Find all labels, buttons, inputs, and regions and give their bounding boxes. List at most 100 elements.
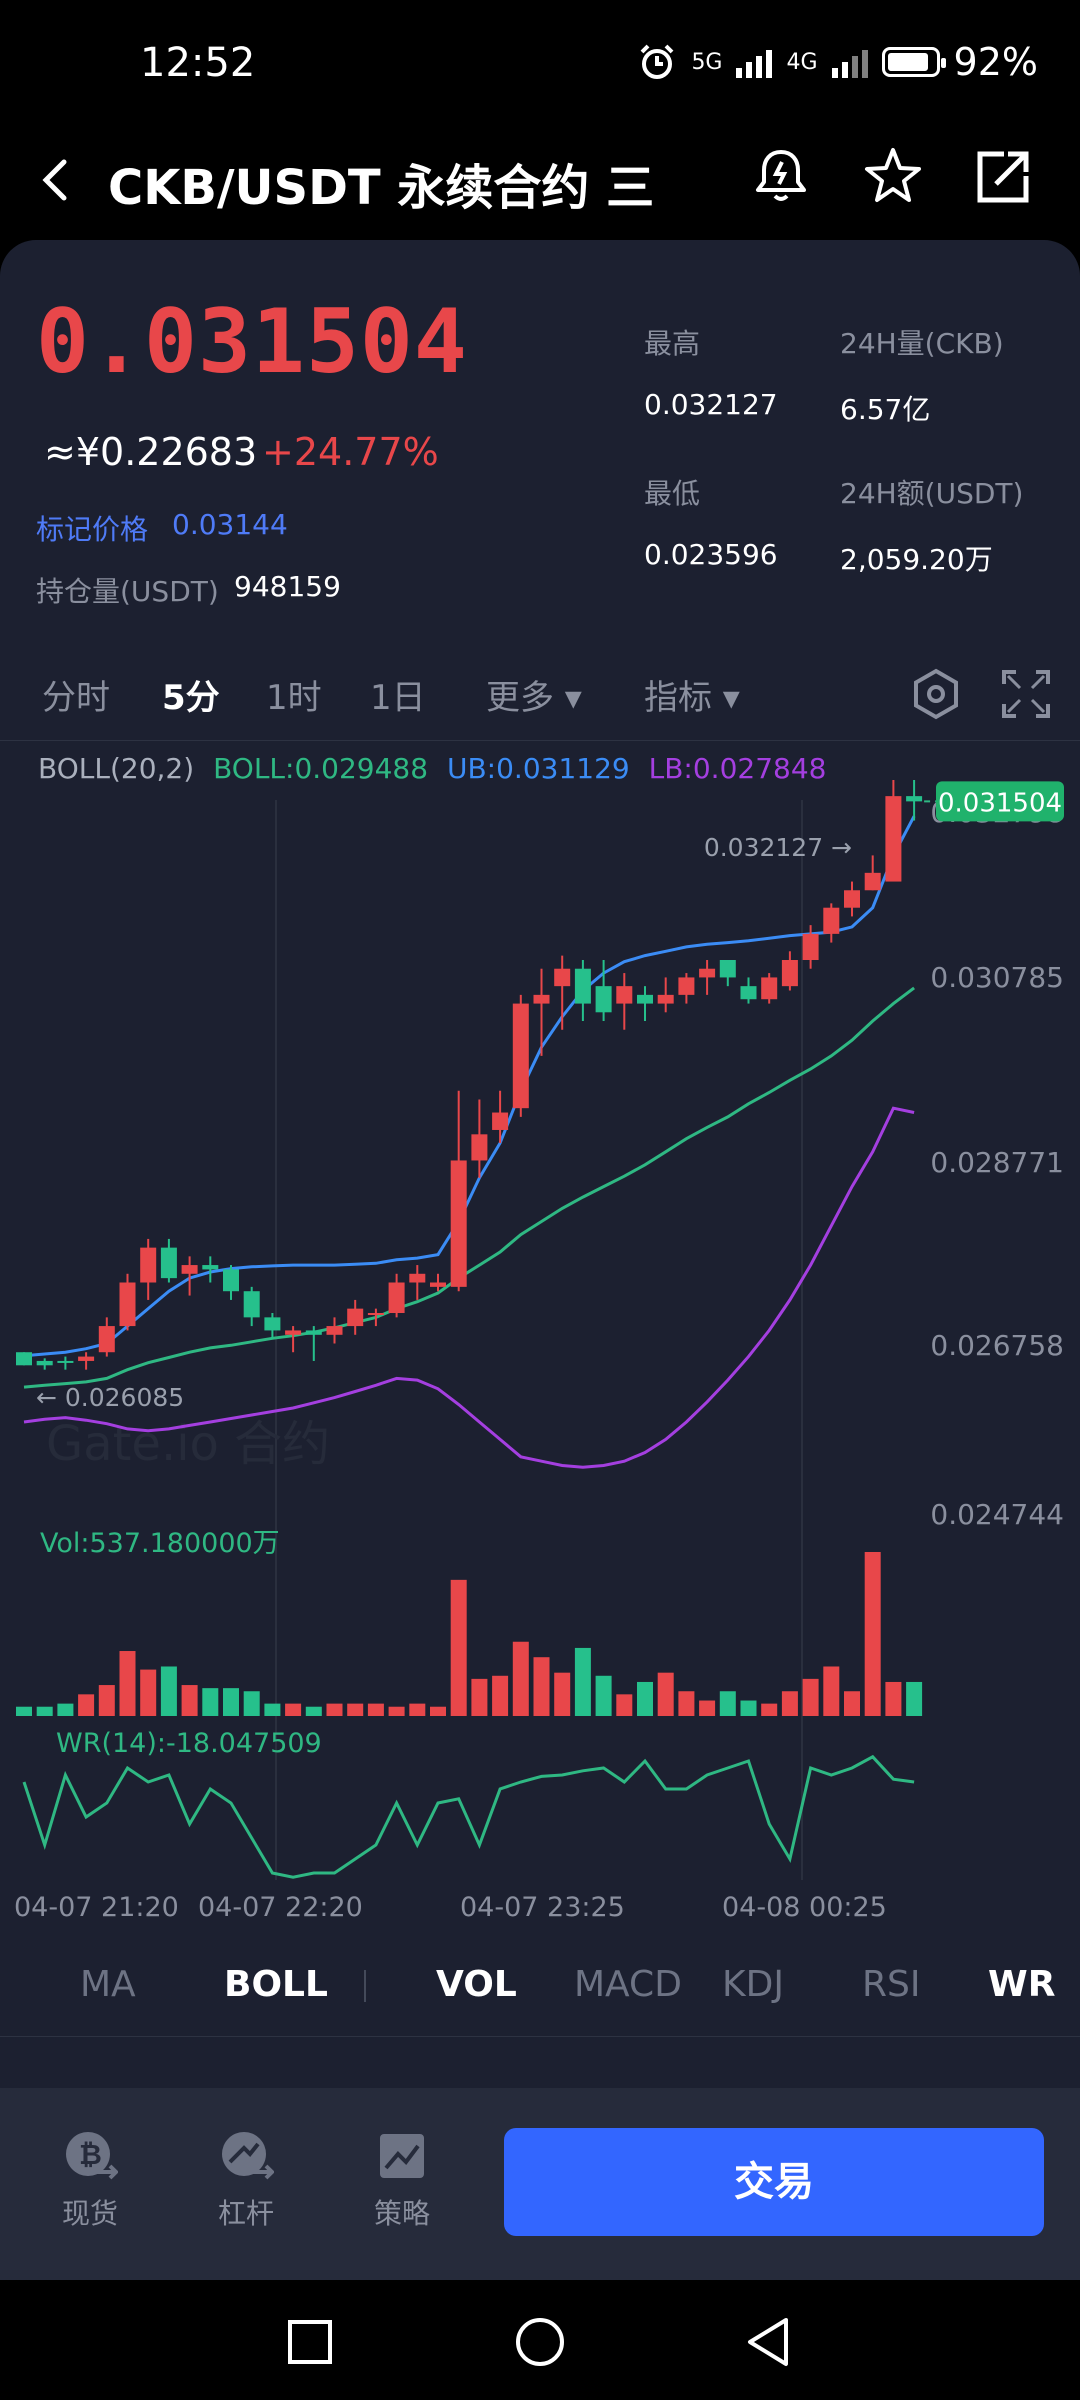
boll-ub-line	[23, 815, 916, 1358]
back-icon[interactable]	[740, 2314, 796, 2370]
volume-24h-value: 6.57亿	[840, 393, 931, 426]
open-interest-label: 持仓量(USDT)	[36, 575, 219, 608]
network-4g-icon: 4G	[786, 49, 818, 75]
volume-bar	[450, 1579, 467, 1716]
wr-line	[22, 1754, 915, 1879]
recent-apps-icon[interactable]	[282, 2314, 338, 2370]
fullscreen-icon[interactable]	[998, 666, 1054, 722]
candle-body	[699, 968, 716, 978]
boll-ub-value: UB:0.031129	[446, 752, 630, 785]
candle-body	[637, 994, 653, 1004]
nav-margin[interactable]: 杠杆	[186, 2128, 306, 2232]
volume-bar	[119, 1651, 136, 1716]
mark-price-label[interactable]: 标记价格	[36, 513, 149, 546]
low-value: 0.023596	[644, 538, 778, 571]
volume-24h-label: 24H量(CKB)	[840, 327, 1004, 360]
candle-body	[885, 796, 902, 882]
tab-more[interactable]: 更多 ▾	[486, 678, 582, 718]
candle-body	[595, 986, 612, 1013]
tab-1d[interactable]: 1日	[370, 678, 426, 718]
candles	[16, 780, 923, 1370]
volume-bar	[699, 1700, 716, 1716]
time-tick: 04-08 00:25	[722, 1892, 887, 1923]
candle-body	[450, 1160, 467, 1287]
volume-bar	[409, 1703, 426, 1716]
status-time: 12:52	[140, 40, 256, 86]
candle-body	[285, 1330, 302, 1335]
divider	[0, 2036, 1080, 2037]
bottom-action-bar: ₿ 现货 杠杆 策略 交易	[0, 2088, 1080, 2280]
volume-bar	[719, 1691, 736, 1716]
high-marker: 0.032127 →	[704, 833, 852, 862]
nav-margin-label: 杠杆	[217, 2197, 274, 2230]
wr-line	[22, 1754, 915, 1879]
volume-bar	[512, 1641, 529, 1716]
ind-boll[interactable]: BOLL	[224, 1964, 328, 2005]
ind-wr[interactable]: WR	[988, 1964, 1056, 2005]
battery-percent: 92%	[953, 40, 1038, 84]
boll-bands	[23, 815, 916, 1469]
candle-body	[243, 1291, 260, 1318]
tab-1h[interactable]: 1时	[266, 678, 322, 718]
volume-bar	[678, 1691, 695, 1716]
status-bar: 12:52 5G 4G 92%	[0, 0, 1080, 130]
candle-body	[471, 1134, 488, 1161]
tab-5min[interactable]: 5分	[162, 678, 220, 718]
nav-spot-label: 现货	[61, 2197, 118, 2230]
kline-chart[interactable]: Gate.io 合约 0.0327980.0307850.0287710.026…	[0, 780, 1080, 1940]
tab-timeline[interactable]: 分时	[42, 678, 110, 718]
volume-bar	[347, 1703, 364, 1716]
candle-body	[906, 796, 923, 802]
home-icon[interactable]	[512, 2314, 568, 2370]
price-alert-icon[interactable]	[746, 142, 816, 212]
last-price: 0.031504	[36, 290, 468, 393]
page-title[interactable]: CKB/USDT 永续合约 三	[108, 160, 655, 216]
candle-body	[78, 1356, 95, 1361]
candle-body	[98, 1326, 115, 1353]
volume-bar	[574, 1647, 591, 1716]
volume-bar	[264, 1703, 281, 1716]
candle-body	[719, 960, 736, 978]
ind-rsi[interactable]: RSI	[862, 1964, 921, 2005]
alarm-icon	[641, 44, 674, 79]
time-axis: 04-07 21:20 04-07 22:20 04-07 23:25 04-08 0…	[14, 1892, 887, 1923]
ind-vol[interactable]: VOL	[436, 1964, 517, 2005]
signal-5g-icon	[736, 46, 773, 78]
star-favorite-icon[interactable]	[858, 142, 928, 212]
ind-ma[interactable]: MA	[80, 1964, 136, 2005]
ind-macd[interactable]: MACD	[574, 1964, 682, 2005]
candle-body	[202, 1265, 219, 1270]
boll-lb-value: LB:0.027848	[648, 752, 827, 785]
volume-bar	[57, 1703, 74, 1716]
boll-mid-value: BOLL:0.029488	[213, 752, 429, 785]
low-marker: ← 0.026085	[36, 1383, 184, 1412]
trade-button[interactable]: 交易	[504, 2128, 1044, 2236]
volume-bar	[554, 1672, 571, 1716]
divider	[0, 740, 1080, 741]
bitcoin-icon: ₿	[66, 2132, 119, 2180]
volume-bar	[160, 1666, 177, 1716]
candle-body	[16, 1352, 32, 1366]
boll-lb-line	[23, 1106, 915, 1469]
chart-settings-icon[interactable]	[908, 666, 964, 722]
nav-strategy-label: 策略	[373, 2197, 430, 2230]
volume-bar	[388, 1706, 405, 1716]
nav-spot[interactable]: ₿ 现货	[30, 2128, 150, 2232]
ind-kdj[interactable]: KDJ	[722, 1964, 784, 2005]
volume-bar	[637, 1681, 653, 1716]
volume-bar	[181, 1685, 198, 1716]
back-arrow-icon[interactable]	[30, 150, 80, 210]
candle-body	[781, 960, 798, 987]
svg-text:₿: ₿	[79, 2138, 102, 2171]
share-icon[interactable]	[968, 142, 1038, 212]
volume-bar	[864, 1552, 881, 1716]
tab-indicators[interactable]: 指标 ▾	[644, 678, 740, 718]
candle-body	[305, 1330, 322, 1335]
volume-bar	[844, 1691, 860, 1716]
candle-body	[409, 1273, 426, 1283]
nav-strategy[interactable]: 策略	[342, 2128, 462, 2232]
volume-bar	[533, 1657, 550, 1716]
volume-bar	[223, 1688, 239, 1716]
volume-bar	[305, 1706, 322, 1716]
candle-body	[36, 1360, 53, 1366]
